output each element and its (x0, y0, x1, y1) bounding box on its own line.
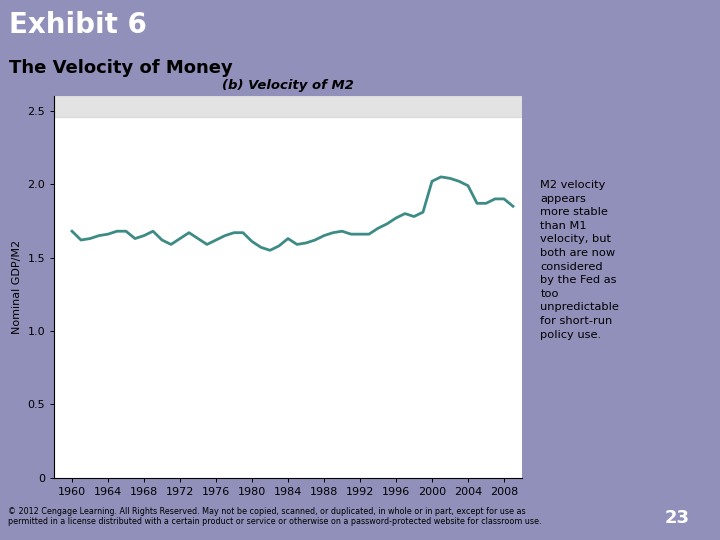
Y-axis label: Nominal GDP/M2: Nominal GDP/M2 (12, 240, 22, 334)
Text: 23: 23 (665, 509, 689, 528)
Title: (b) Velocity of M2: (b) Velocity of M2 (222, 79, 354, 92)
Text: Exhibit 6: Exhibit 6 (9, 11, 146, 39)
Text: M2 velocity
appears
more stable
than M1
velocity, but
both are now
considered
by: M2 velocity appears more stable than M1 … (541, 180, 619, 340)
Text: The Velocity of Money: The Velocity of Money (9, 59, 233, 77)
Text: © 2012 Cengage Learning. All Rights Reserved. May not be copied, scanned, or dup: © 2012 Cengage Learning. All Rights Rese… (8, 507, 541, 526)
Bar (54, 96, 522, 117)
